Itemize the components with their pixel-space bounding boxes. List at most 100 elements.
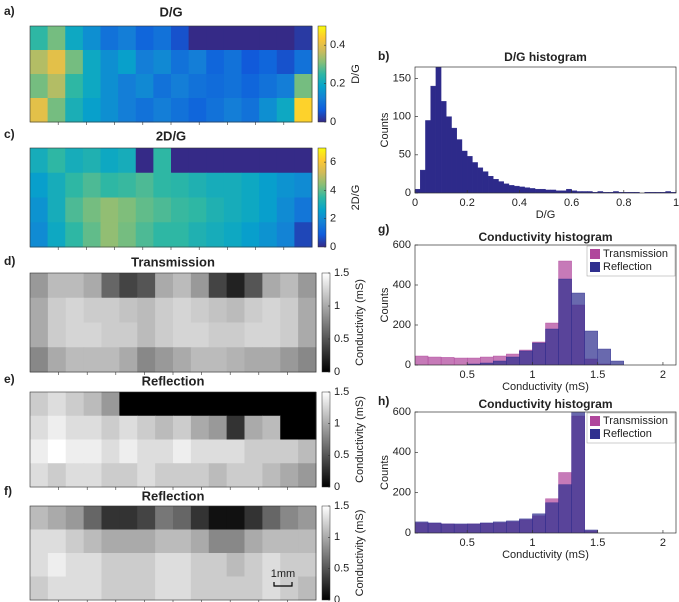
heatmap-cell bbox=[294, 74, 313, 99]
heatmap-cell bbox=[83, 529, 102, 554]
heatmap-cell bbox=[65, 74, 84, 99]
heatmap-cell bbox=[47, 506, 67, 530]
heatmap-cell bbox=[262, 553, 281, 577]
hist-bar bbox=[506, 356, 520, 365]
hist-bar bbox=[415, 521, 429, 533]
heatmap-cell bbox=[188, 74, 207, 99]
heatmap-cell bbox=[47, 197, 66, 223]
heatmap-cell bbox=[259, 222, 278, 248]
heatmap-cell bbox=[135, 74, 154, 99]
hist-bar bbox=[545, 328, 559, 365]
heatmap-cell bbox=[83, 463, 102, 488]
heatmap-cell bbox=[65, 415, 85, 440]
heatmap-cell bbox=[137, 322, 156, 348]
panel-label: f) bbox=[4, 484, 12, 498]
heatmap-cell bbox=[153, 98, 172, 123]
heatmap-cell bbox=[30, 439, 49, 464]
hist-bar bbox=[477, 167, 484, 193]
heatmap-cell bbox=[47, 553, 67, 577]
hist-bar bbox=[467, 156, 473, 193]
x-tick-label: 0.2 bbox=[460, 197, 475, 209]
heatmap-cell bbox=[65, 463, 85, 488]
heatmap-cell bbox=[82, 74, 101, 99]
heatmap-cell bbox=[135, 148, 154, 174]
legend-swatch bbox=[590, 262, 600, 272]
heatmap-cell bbox=[30, 148, 49, 174]
heatmap-cell bbox=[241, 172, 260, 198]
heatmap-cell bbox=[171, 26, 190, 51]
heatmap-cell bbox=[294, 26, 313, 51]
heatmap-cell bbox=[298, 529, 317, 554]
heatmap-cell bbox=[259, 98, 278, 123]
hist-bar bbox=[545, 189, 551, 193]
hist-bar bbox=[532, 342, 546, 365]
hist-bar bbox=[482, 171, 489, 193]
y-tick-label: 600 bbox=[393, 239, 411, 251]
hist-bar bbox=[425, 120, 431, 193]
colorbar-label: Conductivity (mS) bbox=[354, 279, 366, 366]
hist-bar bbox=[480, 522, 494, 533]
heatmap-cell bbox=[208, 347, 228, 373]
heatmap-cell bbox=[190, 415, 210, 440]
heatmap-cell bbox=[155, 322, 174, 348]
heatmap-cell bbox=[298, 347, 317, 373]
x-tick-label: 0.4 bbox=[512, 197, 527, 209]
hist-bar bbox=[453, 357, 468, 365]
heatmap-cell bbox=[244, 392, 263, 417]
heatmap-cell bbox=[206, 172, 225, 198]
heatmap-cell bbox=[47, 415, 67, 440]
hist-bar bbox=[532, 513, 546, 533]
heatmap-cell bbox=[190, 439, 210, 464]
colorbar-label: 2D/G bbox=[350, 185, 362, 211]
heatmap-cell bbox=[101, 297, 120, 323]
heatmap-cell bbox=[206, 98, 225, 123]
heatmap-cell bbox=[83, 347, 102, 373]
hist-bar bbox=[610, 360, 625, 365]
heatmap-cell bbox=[171, 50, 190, 75]
heatmap-cell bbox=[119, 392, 138, 417]
axes-frame bbox=[414, 244, 677, 366]
panel-title: D/G bbox=[159, 4, 182, 19]
heatmap-cell bbox=[262, 529, 281, 554]
heatmap-cell bbox=[101, 576, 120, 601]
heatmap-cell bbox=[65, 222, 84, 248]
heatmap-cell bbox=[83, 297, 102, 323]
heatmap-cell bbox=[65, 273, 85, 299]
bars bbox=[415, 412, 598, 533]
hist-bar bbox=[519, 350, 533, 365]
heatmap-cell bbox=[155, 347, 174, 373]
heatmap-cell bbox=[298, 463, 317, 488]
hist-bar bbox=[571, 412, 585, 533]
heatmap-cell bbox=[262, 347, 281, 373]
panel-title: Conductivity histogram bbox=[478, 397, 612, 411]
hist-bar bbox=[461, 150, 468, 193]
heatmap-cell bbox=[262, 506, 281, 530]
heatmap-cell bbox=[118, 148, 137, 174]
heatmap-cell bbox=[100, 197, 119, 223]
heatmap-cell bbox=[173, 576, 192, 601]
heatmap-cell bbox=[119, 273, 138, 299]
heatmap-cell bbox=[65, 172, 84, 198]
heatmap-cell bbox=[47, 222, 66, 248]
heatmap-cell bbox=[47, 439, 67, 464]
heatmap-cell bbox=[280, 463, 299, 488]
heatmap-cell bbox=[262, 463, 281, 488]
heatmap-cell bbox=[223, 172, 242, 198]
heatmap-cell bbox=[298, 553, 317, 577]
heatmap-cell bbox=[65, 392, 85, 417]
heatmap-cell bbox=[153, 197, 172, 223]
heatmap-cell bbox=[190, 392, 210, 417]
heatmap-cell bbox=[173, 392, 192, 417]
legend-label: Reflection bbox=[603, 428, 652, 440]
heatmap-cell bbox=[82, 98, 101, 123]
heatmap-cell bbox=[171, 197, 190, 223]
colorbar-tick-label: 1 bbox=[334, 418, 340, 430]
colorbar-label: D/G bbox=[350, 64, 362, 84]
heatmap-cell bbox=[190, 553, 210, 577]
colorbar-tick-label: 1.5 bbox=[334, 500, 349, 512]
heatmap-cell bbox=[244, 297, 263, 323]
heatmap-cell bbox=[241, 197, 260, 223]
heatmap-cell bbox=[188, 222, 207, 248]
heatmap-cell bbox=[226, 529, 245, 554]
